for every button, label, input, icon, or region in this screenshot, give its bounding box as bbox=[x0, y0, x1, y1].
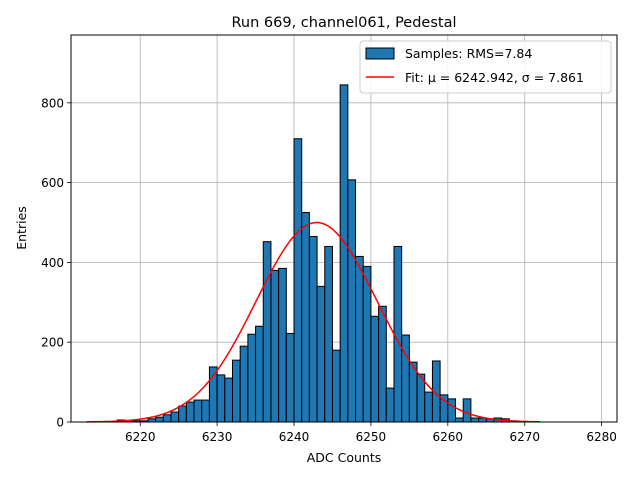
histogram-bar bbox=[278, 267, 287, 423]
y-axis-label: Entries bbox=[14, 206, 29, 250]
histogram-bar bbox=[193, 399, 203, 423]
x-axis-label: ADC Counts bbox=[307, 450, 382, 465]
histogram-bar bbox=[162, 414, 172, 423]
histogram-bar bbox=[285, 332, 295, 423]
histogram-bar bbox=[201, 399, 210, 423]
histogram-bar bbox=[385, 387, 395, 423]
y-tick-label: 600 bbox=[41, 176, 64, 190]
legend-samples-swatch bbox=[365, 47, 395, 60]
histogram-bar bbox=[378, 305, 387, 423]
histogram-bar bbox=[216, 374, 226, 423]
x-tick-label: 6250 bbox=[356, 430, 387, 444]
legend-fit-label: Fit: μ = 6242.942, σ = 7.861 bbox=[405, 70, 584, 85]
histogram-bar bbox=[324, 245, 333, 423]
histogram-bar bbox=[470, 417, 480, 423]
legend-box bbox=[359, 40, 612, 94]
chart-title: Run 669, channel061, Pedestal bbox=[231, 15, 456, 31]
x-tick-label: 6260 bbox=[433, 430, 464, 444]
y-tick-label: 400 bbox=[41, 256, 64, 270]
fit-curve-line bbox=[86, 221, 541, 423]
histogram-bar bbox=[393, 245, 403, 423]
histogram-bar bbox=[170, 411, 180, 423]
y-tick-label: 800 bbox=[41, 96, 64, 110]
histogram-bar bbox=[255, 325, 264, 423]
x-tick-label: 6240 bbox=[279, 430, 310, 444]
histogram-bar bbox=[308, 235, 318, 423]
x-tick-label: 6270 bbox=[509, 430, 540, 444]
histogram-bar bbox=[293, 138, 303, 423]
histogram-bar bbox=[301, 212, 310, 423]
histogram-bar bbox=[355, 255, 364, 423]
histogram-bar bbox=[401, 334, 410, 423]
histogram-bar bbox=[247, 333, 257, 423]
histogram-bar bbox=[316, 285, 326, 423]
histogram-bar bbox=[362, 265, 372, 423]
fit-curve bbox=[86, 221, 541, 423]
histogram-bar bbox=[270, 269, 280, 423]
legend: Samples: RMS=7.84 Fit: μ = 6242.942, σ =… bbox=[359, 40, 612, 94]
histogram-bar bbox=[339, 84, 349, 423]
legend-samples-label: Samples: RMS=7.84 bbox=[405, 46, 532, 61]
histogram-bar bbox=[462, 398, 472, 423]
histogram-bar bbox=[424, 391, 433, 423]
histogram-bar bbox=[155, 416, 164, 423]
x-axis: 6220 6230 6240 6250 6260 6270 6280 bbox=[125, 422, 617, 444]
x-tick-label: 6220 bbox=[125, 430, 156, 444]
histogram-bar bbox=[224, 377, 233, 423]
histogram-bar bbox=[239, 345, 249, 423]
y-tick-label: 0 bbox=[56, 416, 64, 430]
histogram-bar bbox=[370, 315, 380, 423]
histogram-bar bbox=[178, 405, 187, 423]
x-tick-label: 6230 bbox=[202, 430, 233, 444]
histogram-bar bbox=[455, 417, 464, 423]
histogram-bar bbox=[347, 179, 357, 423]
plot-frame bbox=[70, 34, 618, 423]
histogram-bar bbox=[262, 241, 272, 423]
histogram-bar bbox=[185, 401, 195, 423]
x-tick-label: 6280 bbox=[586, 430, 617, 444]
histogram-bar bbox=[331, 349, 341, 423]
histogram-bars bbox=[116, 84, 518, 423]
y-tick-label: 200 bbox=[41, 336, 64, 350]
histogram-bar bbox=[231, 359, 241, 423]
y-axis: 0 200 400 600 800 bbox=[41, 96, 71, 430]
histogram-bar bbox=[447, 398, 457, 423]
